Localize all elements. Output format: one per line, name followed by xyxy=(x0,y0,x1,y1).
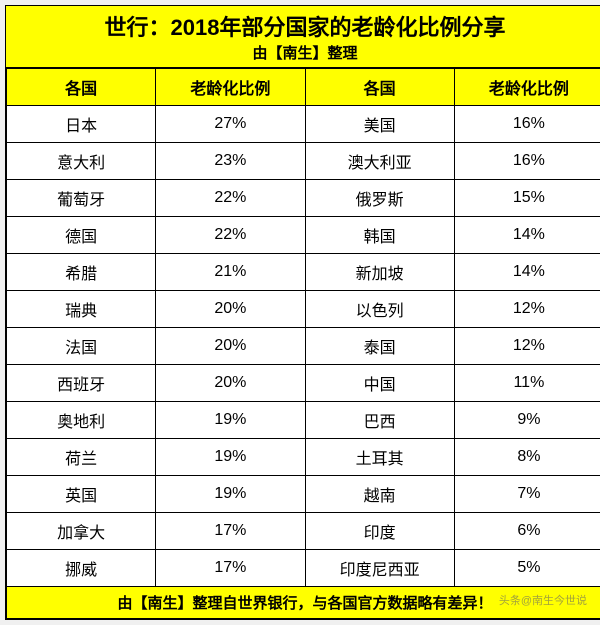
table-row: 奥地利19%巴西9% xyxy=(7,402,600,439)
table-row: 荷兰19%土耳其8% xyxy=(7,439,600,476)
ratio-cell: 15% xyxy=(454,180,600,217)
table-title-block: 世行：2018年部分国家的老龄化比例分享 由【南生】整理 xyxy=(6,6,600,68)
footer-row: 由【南生】整理自世界银行，与各国官方数据略有差异！ xyxy=(7,587,600,619)
table-title: 世行：2018年部分国家的老龄化比例分享 xyxy=(6,10,600,42)
country-cell: 越南 xyxy=(305,476,454,513)
table-row: 葡萄牙22%俄罗斯15% xyxy=(7,180,600,217)
country-cell: 葡萄牙 xyxy=(7,180,156,217)
ratio-cell: 11% xyxy=(454,365,600,402)
table-row: 英国19%越南7% xyxy=(7,476,600,513)
country-cell: 澳大利亚 xyxy=(305,143,454,180)
country-cell: 以色列 xyxy=(305,291,454,328)
table-row: 挪威17%印度尼西亚5% xyxy=(7,550,600,587)
table-row: 瑞典20%以色列12% xyxy=(7,291,600,328)
aging-ratio-table: 世行：2018年部分国家的老龄化比例分享 由【南生】整理 各国 老龄化比例 各国… xyxy=(5,5,600,620)
ratio-cell: 22% xyxy=(156,217,305,254)
footer-note: 由【南生】整理自世界银行，与各国官方数据略有差异！ xyxy=(7,587,600,619)
ratio-cell: 19% xyxy=(156,439,305,476)
ratio-cell: 17% xyxy=(156,513,305,550)
country-cell: 西班牙 xyxy=(7,365,156,402)
table-row: 加拿大17%印度6% xyxy=(7,513,600,550)
table-row: 西班牙20%中国11% xyxy=(7,365,600,402)
country-cell: 希腊 xyxy=(7,254,156,291)
ratio-cell: 9% xyxy=(454,402,600,439)
ratio-cell: 22% xyxy=(156,180,305,217)
ratio-cell: 12% xyxy=(454,328,600,365)
country-cell: 印度尼西亚 xyxy=(305,550,454,587)
ratio-cell: 16% xyxy=(454,143,600,180)
ratio-cell: 20% xyxy=(156,328,305,365)
ratio-cell: 20% xyxy=(156,291,305,328)
ratio-cell: 23% xyxy=(156,143,305,180)
ratio-cell: 7% xyxy=(454,476,600,513)
ratio-cell: 27% xyxy=(156,106,305,143)
col-header-country-1: 各国 xyxy=(7,69,156,106)
col-header-ratio-2: 老龄化比例 xyxy=(454,69,600,106)
ratio-cell: 12% xyxy=(454,291,600,328)
country-cell: 美国 xyxy=(305,106,454,143)
country-cell: 印度 xyxy=(305,513,454,550)
ratio-cell: 19% xyxy=(156,402,305,439)
ratio-cell: 19% xyxy=(156,476,305,513)
country-cell: 中国 xyxy=(305,365,454,402)
country-cell: 韩国 xyxy=(305,217,454,254)
country-cell: 意大利 xyxy=(7,143,156,180)
table-row: 希腊21%新加坡14% xyxy=(7,254,600,291)
country-cell: 挪威 xyxy=(7,550,156,587)
ratio-cell: 6% xyxy=(454,513,600,550)
ratio-cell: 16% xyxy=(454,106,600,143)
country-cell: 奥地利 xyxy=(7,402,156,439)
col-header-country-2: 各国 xyxy=(305,69,454,106)
country-cell: 德国 xyxy=(7,217,156,254)
country-cell: 瑞典 xyxy=(7,291,156,328)
country-cell: 法国 xyxy=(7,328,156,365)
col-header-ratio-1: 老龄化比例 xyxy=(156,69,305,106)
table-subtitle: 由【南生】整理 xyxy=(6,42,600,65)
ratio-cell: 20% xyxy=(156,365,305,402)
country-cell: 加拿大 xyxy=(7,513,156,550)
ratio-cell: 21% xyxy=(156,254,305,291)
country-cell: 日本 xyxy=(7,106,156,143)
header-row: 各国 老龄化比例 各国 老龄化比例 xyxy=(7,69,600,106)
ratio-cell: 5% xyxy=(454,550,600,587)
country-cell: 英国 xyxy=(7,476,156,513)
table-row: 德国22%韩国14% xyxy=(7,217,600,254)
data-table: 各国 老龄化比例 各国 老龄化比例 日本27%美国16%意大利23%澳大利亚16… xyxy=(6,68,600,619)
country-cell: 泰国 xyxy=(305,328,454,365)
table-body: 日本27%美国16%意大利23%澳大利亚16%葡萄牙22%俄罗斯15%德国22%… xyxy=(7,106,600,587)
country-cell: 土耳其 xyxy=(305,439,454,476)
ratio-cell: 14% xyxy=(454,254,600,291)
ratio-cell: 14% xyxy=(454,217,600,254)
country-cell: 俄罗斯 xyxy=(305,180,454,217)
table-row: 日本27%美国16% xyxy=(7,106,600,143)
ratio-cell: 8% xyxy=(454,439,600,476)
country-cell: 新加坡 xyxy=(305,254,454,291)
ratio-cell: 17% xyxy=(156,550,305,587)
table-row: 法国20%泰国12% xyxy=(7,328,600,365)
country-cell: 巴西 xyxy=(305,402,454,439)
country-cell: 荷兰 xyxy=(7,439,156,476)
table-row: 意大利23%澳大利亚16% xyxy=(7,143,600,180)
